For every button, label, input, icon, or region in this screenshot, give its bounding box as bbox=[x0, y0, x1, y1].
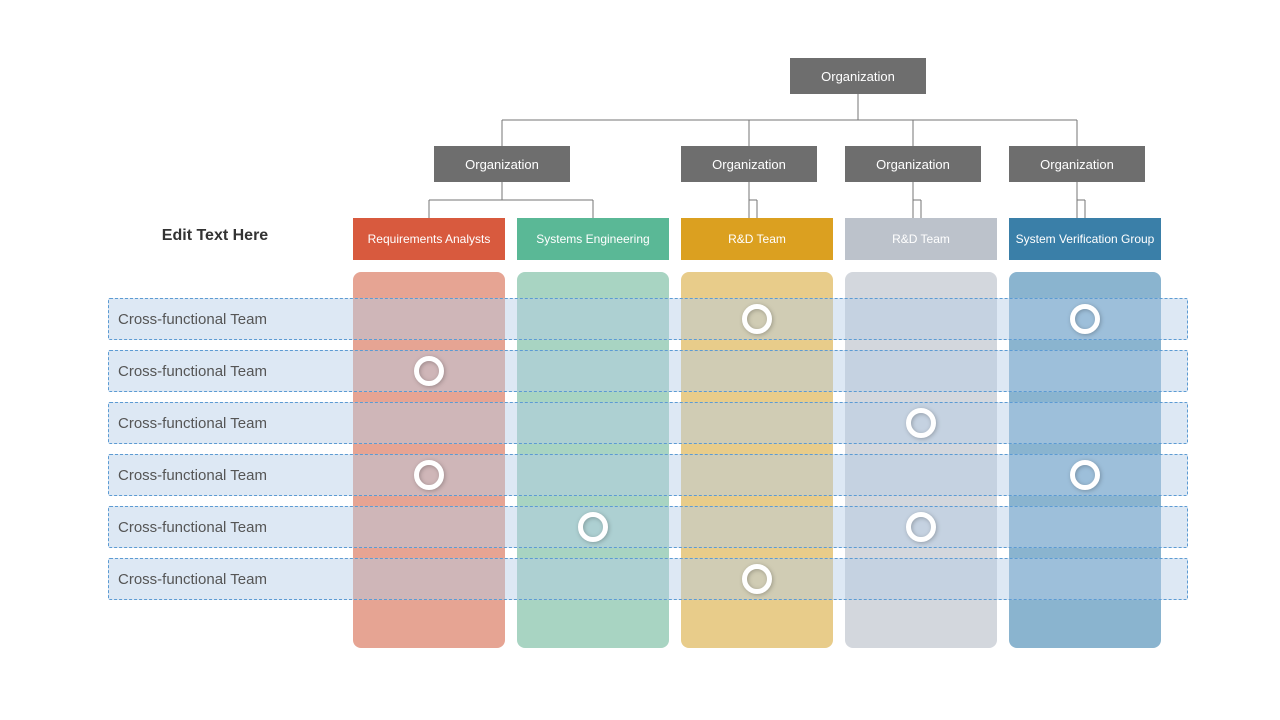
column-header: System Verification Group bbox=[1009, 218, 1161, 260]
row-label-text: Cross-functional Team bbox=[118, 519, 267, 536]
org-level2-box: Organization bbox=[845, 146, 981, 182]
edit-text-title: Edit Text Here bbox=[110, 218, 320, 254]
org-level2-label: Organization bbox=[1040, 157, 1114, 172]
row-label-text: Cross-functional Team bbox=[118, 467, 267, 484]
column-header-label: System Verification Group bbox=[1016, 232, 1155, 246]
org-top-label: Organization bbox=[821, 69, 895, 84]
assignment-marker bbox=[742, 304, 772, 334]
org-level2-label: Organization bbox=[712, 157, 786, 172]
row-label: Cross-functional Team bbox=[108, 298, 338, 340]
column-header: Systems Engineering bbox=[517, 218, 669, 260]
column-header-label: R&D Team bbox=[728, 232, 786, 246]
column-header: R&D Team bbox=[845, 218, 997, 260]
row-label-text: Cross-functional Team bbox=[118, 363, 267, 380]
column-header-label: R&D Team bbox=[892, 232, 950, 246]
assignment-marker bbox=[578, 512, 608, 542]
org-level2-box: Organization bbox=[434, 146, 570, 182]
assignment-marker bbox=[414, 356, 444, 386]
row-label-text: Cross-functional Team bbox=[118, 571, 267, 588]
row-label: Cross-functional Team bbox=[108, 454, 338, 496]
row-label: Cross-functional Team bbox=[108, 402, 338, 444]
org-level2-box: Organization bbox=[681, 146, 817, 182]
org-level2-label: Organization bbox=[876, 157, 950, 172]
row-label: Cross-functional Team bbox=[108, 558, 338, 600]
row-label: Cross-functional Team bbox=[108, 350, 338, 392]
diagram-canvas: Organization Organization Organization Org… bbox=[0, 0, 1280, 720]
column-header-label: Requirements Analysts bbox=[368, 232, 491, 246]
assignment-marker bbox=[1070, 304, 1100, 334]
edit-text-title-label: Edit Text Here bbox=[162, 227, 268, 245]
org-level2-box: Organization bbox=[1009, 146, 1145, 182]
org-level2-label: Organization bbox=[465, 157, 539, 172]
column-header: R&D Team bbox=[681, 218, 833, 260]
org-top-box: Organization bbox=[790, 58, 926, 94]
column-header-label: Systems Engineering bbox=[536, 232, 649, 246]
assignment-marker bbox=[906, 512, 936, 542]
assignment-marker bbox=[1070, 460, 1100, 490]
row-label-text: Cross-functional Team bbox=[118, 311, 267, 328]
column-header: Requirements Analysts bbox=[353, 218, 505, 260]
assignment-marker bbox=[742, 564, 772, 594]
assignment-marker bbox=[414, 460, 444, 490]
row-label-text: Cross-functional Team bbox=[118, 415, 267, 432]
assignment-marker bbox=[906, 408, 936, 438]
row-label: Cross-functional Team bbox=[108, 506, 338, 548]
